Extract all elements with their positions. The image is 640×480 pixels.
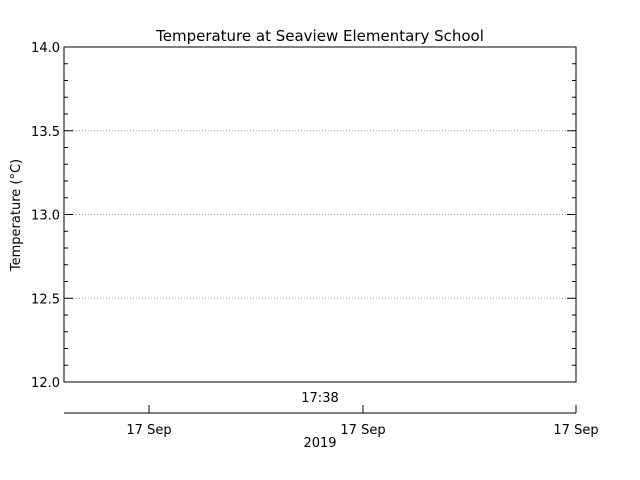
- time-annotation: 17:38: [301, 391, 338, 406]
- date-axis-ticks: 17 Sep 17 Sep 17 Sep: [126, 405, 599, 438]
- y-tick-label: 14.0: [31, 41, 60, 56]
- y-tick-label: 12.0: [31, 376, 60, 391]
- date-tick-label: 17 Sep: [340, 423, 385, 438]
- date-tick-label: 17 Sep: [126, 423, 171, 438]
- plot-frame: [63, 46, 577, 383]
- x-axis-year-label: 2019: [303, 436, 336, 451]
- gridlines: [64, 46, 576, 383]
- y-axis-label: Temperature (°C): [9, 159, 24, 272]
- y-tick-label: 12.5: [31, 292, 60, 307]
- y-tick-label: 13.5: [31, 125, 60, 140]
- y-tick-label: 13.0: [31, 209, 60, 224]
- y-axis-ticks: 12.0 12.5 13.0 13.5 14.0: [31, 41, 576, 391]
- date-tick-label: 17 Sep: [553, 423, 598, 438]
- chart-title: Temperature at Seaview Elementary School: [155, 27, 484, 45]
